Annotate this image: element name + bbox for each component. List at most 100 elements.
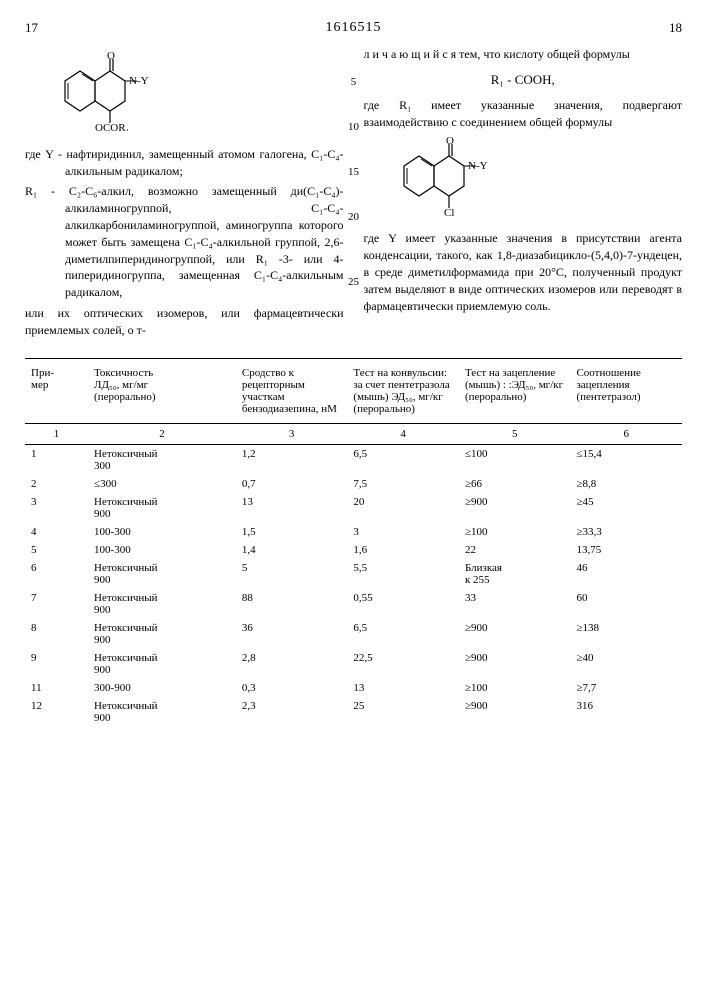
col-header: Тест на конвульсии: за счет пентетразола… [347,358,459,423]
left-column: O N-Y OCOR₁ где Y - нафтиридинил, замеще… [25,46,344,343]
right-line3: где Y имеет указанные значения в присутс… [364,230,683,314]
chemical-structure-2: O N-Y Cl [394,136,683,221]
table-cell: 7,5 [347,475,459,493]
table-cell: ≥8,8 [570,475,682,493]
colnum: 2 [88,423,236,444]
table-cell: ≥138 [570,619,682,649]
page-number-left: 17 [25,20,38,36]
svg-text:Cl: Cl [444,207,454,216]
table-cell: 20 [347,493,459,523]
where-y-text: где Y - нафтиридинил, замещенный атомом … [25,146,344,180]
table-cell: 2,8 [236,649,348,679]
table-cell: 6,5 [347,444,459,475]
table-cell: ≥900 [459,649,571,679]
line-marker: 10 [348,121,359,133]
table-cell: 6 [25,559,88,589]
table-cell: 7 [25,589,88,619]
col-header: Тест на зацепление (мышь) : :ЭД₅₀, мг/кг… [459,358,571,423]
table-row: 6Нетоксичный90055,5Близкаяк 25546 [25,559,682,589]
table-cell: 22 [459,541,571,559]
table-cell: ≤300 [88,475,236,493]
table-cell: 88 [236,589,348,619]
table-row: 11300-9000,313≥100≥7,7 [25,679,682,697]
right-line1: л и ч а ю щ и й с я тем, что кислоту общ… [364,46,683,63]
table-row: 8Нетоксичный900366,5≥900≥138 [25,619,682,649]
table-cell: 9 [25,649,88,679]
right-column: л и ч а ю щ и й с я тем, что кислоту общ… [364,46,683,343]
table-cell: 33 [459,589,571,619]
table-cell: 13,75 [570,541,682,559]
table-cell: 100-300 [88,523,236,541]
table-cell: 13 [347,679,459,697]
tail-text: или их оптических изомеров, или фармацев… [25,305,344,339]
table-row: 9Нетоксичный9002,822,5≥900≥40 [25,649,682,679]
table-cell: Нетоксичный900 [88,493,236,523]
table-cell: 60 [570,589,682,619]
table-cell: Нетоксичный900 [88,649,236,679]
svg-text:OCOR₁: OCOR₁ [95,122,130,131]
colnum: 5 [459,423,571,444]
table-cell: 2,3 [236,697,348,727]
table-cell: 36 [236,619,348,649]
col-header: Сродство к рецепторным участкам бензодиа… [236,358,348,423]
table-cell: ≥900 [459,619,571,649]
document-number: 1616515 [326,20,382,36]
table-cell: 8 [25,619,88,649]
line-marker: 5 [351,76,357,88]
table-cell: 12 [25,697,88,727]
table-body: 1 2 3 4 5 6 1Нетоксичный3001,26,5≤100≤15… [25,423,682,727]
table-cell: 1,4 [236,541,348,559]
table-cell: 316 [570,697,682,727]
table-cell: 100-300 [88,541,236,559]
table-row: 2≤3000,77,5≥66≥8,8 [25,475,682,493]
table-cell: 5 [25,541,88,559]
table-cell: ≥900 [459,493,571,523]
formula-r1-cooh: R₁ - COOH, [364,71,683,89]
table-cell: ≥100 [459,523,571,541]
table-row: 3Нетоксичный9001320≥900≥45 [25,493,682,523]
table-cell: 4 [25,523,88,541]
table-cell: Нетоксичный900 [88,589,236,619]
page-number-right: 18 [669,20,682,36]
table-cell: ≥45 [570,493,682,523]
table-cell: ≤100 [459,444,571,475]
col-header: ТоксичностьЛД₅₀, мг/мг(перорально) [88,358,236,423]
table-cell: Близкаяк 255 [459,559,571,589]
table-cell: ≥66 [459,475,571,493]
colnum: 3 [236,423,348,444]
table-cell: 5,5 [347,559,459,589]
colnum: 1 [25,423,88,444]
table-cell: 3 [347,523,459,541]
col-header: Соотношение зацепления (пентетразол) [570,358,682,423]
table-cell: 1,5 [236,523,348,541]
table-cell: 0,55 [347,589,459,619]
table-row: 4100-3001,53≥100≥33,3 [25,523,682,541]
table-cell: 6,5 [347,619,459,649]
two-column-text: O N-Y OCOR₁ где Y - нафтиридинил, замеще… [25,46,682,343]
table-cell: 3 [25,493,88,523]
r1-text: R₁ - С₂-С₆-алкил, возможно замещенный ди… [25,183,344,301]
col-header: При-мер [25,358,88,423]
data-table: При-мер ТоксичностьЛД₅₀, мг/мг(пероральн… [25,358,682,727]
colnum: 4 [347,423,459,444]
table-row: 5100-3001,41,62213,75 [25,541,682,559]
table-cell: Нетоксичный900 [88,559,236,589]
table-cell: ≥900 [459,697,571,727]
colnum: 6 [570,423,682,444]
chemical-structure-1: O N-Y OCOR₁ [55,51,344,136]
table-cell: ≤15,4 [570,444,682,475]
table-cell: ≥7,7 [570,679,682,697]
table-cell: 22,5 [347,649,459,679]
table-row: 12Нетоксичный9002,325≥900316 [25,697,682,727]
table-cell: 2 [25,475,88,493]
table-cell: 0,3 [236,679,348,697]
header-row: 17 1616515 18 [25,20,682,36]
table-cell: 1 [25,444,88,475]
right-line2: где R₁ имеет указанные значения, подверг… [364,97,683,131]
table-cell: ≥33,3 [570,523,682,541]
table-cell: 1,2 [236,444,348,475]
table-cell: 46 [570,559,682,589]
line-marker: 25 [348,276,359,288]
table-cell: Нетоксичный300 [88,444,236,475]
column-number-row: 1 2 3 4 5 6 [25,423,682,444]
